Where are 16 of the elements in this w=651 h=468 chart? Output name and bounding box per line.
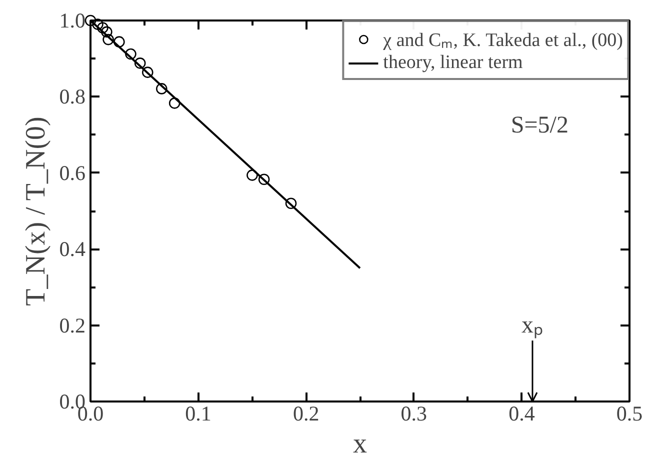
x-tick-label: 0.1 <box>185 402 212 426</box>
annotation: xₚ <box>521 312 544 339</box>
legend-label: χ and Cₘ, K. Takeda et al., (00) <box>383 29 623 52</box>
annotation: S=5/2 <box>510 112 568 139</box>
x-tick-label: 0.3 <box>400 402 428 426</box>
x-tick-label: 0.5 <box>616 402 643 426</box>
y-axis-title: T_N(x) / T_N(0) <box>20 116 52 306</box>
x-tick-label: 0.2 <box>292 402 320 426</box>
y-tick-label: 0.2 <box>59 313 86 338</box>
y-tick-label: 0.6 <box>59 160 86 185</box>
y-tick-label: 0.4 <box>59 237 86 262</box>
x-tick-label: 0.4 <box>508 402 536 426</box>
y-tick-label: 0.8 <box>59 84 86 109</box>
legend-label: theory, linear term <box>383 52 523 74</box>
x-axis-title: x <box>353 428 367 460</box>
y-tick-label: 1.0 <box>59 8 86 32</box>
